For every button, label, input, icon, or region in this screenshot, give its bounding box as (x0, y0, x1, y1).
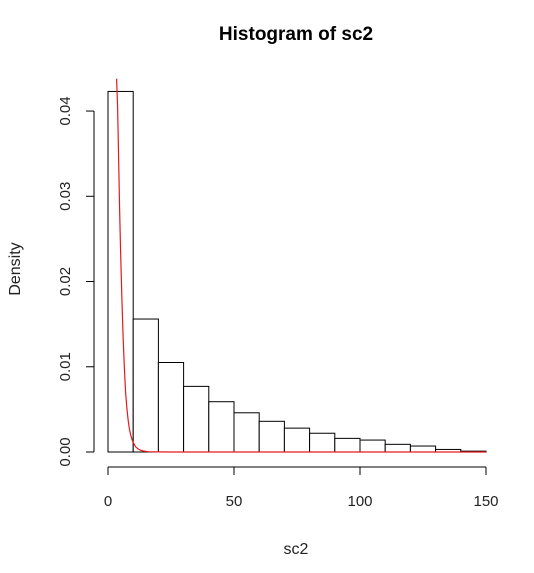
histogram-bar (208, 401, 235, 453)
x-tick-label: 50 (226, 493, 243, 510)
histogram-bar (132, 318, 159, 453)
histogram-bars (107, 90, 487, 453)
x-tick-label: 100 (347, 493, 372, 510)
y-tick-label: 0.02 (57, 267, 74, 296)
y-tick-label: 0.01 (57, 352, 74, 381)
histogram-bar (309, 432, 336, 453)
histogram-bar (157, 362, 185, 453)
histogram-bar (359, 439, 386, 453)
histogram-bar (384, 443, 411, 453)
histogram-bar (334, 437, 361, 453)
histogram-bar (183, 385, 210, 453)
y-tick-label: 0.00 (57, 437, 74, 466)
density-curve-line (116, 78, 486, 453)
x-axis: 0 50 100 150 (104, 466, 499, 510)
x-tick-label: 150 (473, 493, 498, 510)
y-axis: 0.00 0.01 0.02 0.03 0.04 (57, 96, 95, 467)
chart-title: Histogram of sc2 (219, 24, 373, 45)
y-axis-label: Density (7, 242, 24, 295)
y-tick-label: 0.03 (57, 182, 74, 211)
x-tick-label: 0 (104, 493, 112, 510)
histogram-bar (233, 412, 260, 453)
y-tick-label: 0.04 (57, 96, 74, 125)
histogram-bar (283, 427, 311, 453)
x-axis-label: sc2 (284, 541, 309, 558)
histogram-bar (409, 445, 437, 453)
histogram-bar (258, 420, 285, 453)
